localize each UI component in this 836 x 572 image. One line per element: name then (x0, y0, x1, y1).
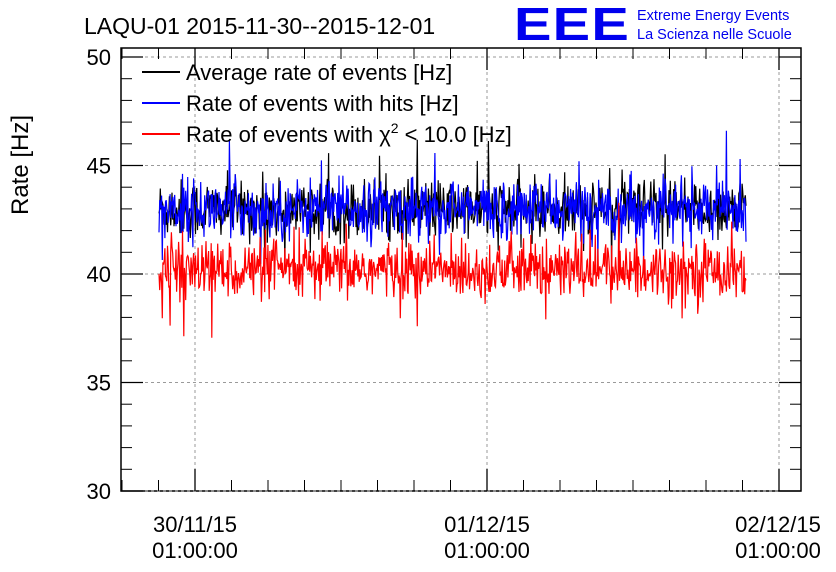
series-layer (158, 130, 747, 338)
legend-label-chi2-suffix: < 10.0 [Hz] (399, 122, 512, 147)
y-tick-label: 35 (87, 371, 111, 396)
y-tick-label: 50 (87, 45, 111, 70)
x-tick-date: 01/12/15 (444, 512, 530, 537)
axis-ticks (121, 48, 801, 492)
legend-label-hits: Rate of events with hits [Hz] (186, 91, 459, 116)
x-tick-time: 01:00:00 (444, 538, 530, 563)
x-tick-date: 30/11/15 (153, 512, 237, 537)
series-line-average (158, 139, 747, 268)
y-tick-label: 45 (87, 154, 111, 179)
x-tick-time: 01:00:00 (735, 538, 821, 563)
x-tick-time: 01:00:00 (152, 538, 238, 563)
legend-label-chi2-prefix: Rate of events with χ (186, 122, 391, 147)
y-axis-label: Rate [Hz] (7, 115, 34, 215)
eee-logo: EEE Extreme Energy Events La Scienza nel… (514, 0, 792, 50)
tick-labels: 303540455030/11/1501:00:0001/12/1501:00:… (87, 45, 821, 563)
logo-letters: EEE (514, 0, 630, 50)
legend-label-chi2: Rate of events with χ2 < 10.0 [Hz] (186, 120, 512, 147)
series-line-hits (158, 130, 747, 267)
logo-line2: La Scienza nelle Scuole (637, 27, 792, 43)
logo-line1: Extreme Energy Events (637, 8, 789, 24)
plot-frame (120, 47, 802, 492)
y-tick-label: 30 (87, 479, 111, 504)
legend-label-average: Average rate of events [Hz] (186, 60, 452, 85)
grid-lines (121, 48, 801, 492)
y-tick-label: 40 (87, 262, 111, 287)
x-tick-date: 02/12/15 (735, 512, 821, 537)
legend-label-chi2-sup: 2 (391, 120, 399, 136)
chart-title: LAQU-01 2015-11-30--2015-12-01 (84, 13, 435, 39)
legend: Average rate of events [Hz] Rate of even… (142, 60, 512, 147)
series-line-chi2 (158, 202, 747, 338)
